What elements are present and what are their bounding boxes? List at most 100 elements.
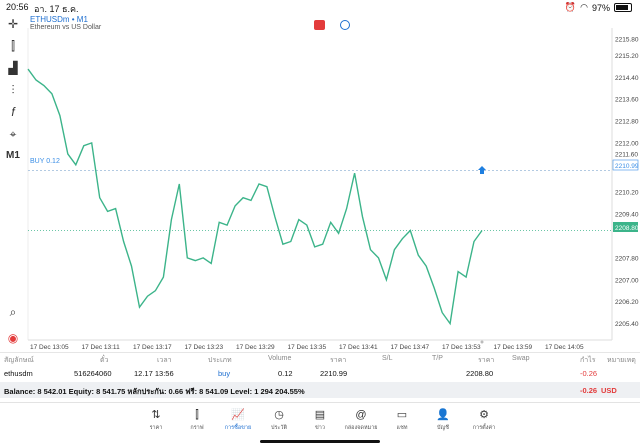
scroll-dot [480,340,484,344]
nav-trade[interactable]: 📈 การซื้อขาย [218,408,258,432]
price-tick-label: 2209.40 [615,212,639,219]
bid-price-tag-text: 2208.80 [615,225,639,232]
chat-icon: ▭ [396,409,408,421]
nav-chart[interactable]: ⫿ กราฟ [177,408,217,432]
account-icon: 👤 [436,409,450,421]
time-tick-label: 17 Dec 13:59 [494,344,533,351]
nav-account-label: บัญชี [437,425,449,431]
settings-icon: ⚙ [479,409,489,421]
time-tick-label: 17 Dec 13:41 [339,344,378,351]
nav-trade-label: การซื้อขาย [224,425,252,431]
function-icon[interactable]: f [11,105,15,119]
price-tick-label: 2212.00 [615,140,639,147]
price-tick-label: 2210.20 [615,190,639,197]
balance-summary: Balance: 8 542.01 Equity: 8 541.75 หลักป… [4,387,305,396]
nav-chat-label: แชท [396,425,408,431]
time-tick-label: 17 Dec 14:05 [545,344,584,351]
col-type: ประเภท [208,357,232,364]
indicators-icon[interactable]: ⫶ [11,83,15,97]
price-tick-label: 2214.40 [615,75,639,82]
price-tick-label: 2205.40 [615,321,639,328]
col-comment: หมายเหตุ [607,357,636,364]
price-tick-label: 2207.00 [615,277,639,284]
wifi-icon: ◠ [580,2,588,12]
price-tick-label: 2215.80 [615,36,639,43]
col-profit: กำไร [580,357,596,364]
price-tick-label: 2211.60 [615,151,638,158]
position-volume: 0.12 [278,369,293,378]
news-icon: ▤ [314,409,326,421]
col-tp: T/P [432,355,443,362]
crosshair-icon[interactable]: ✛ [7,17,19,31]
nav-news[interactable]: ▤ ข่าว [300,408,340,432]
timeframe-button[interactable]: M1 [6,150,20,161]
nav-chat[interactable]: ▭ แชท [382,408,422,432]
price-tick-label: 2213.60 [615,97,639,104]
buy-price-tag: 2210.99 [612,159,639,171]
col-sl: S/L [382,355,393,362]
nav-quotes-label: ราคา [149,425,163,431]
status-time: 20:56 [6,2,29,12]
candlestick-icon[interactable]: ⫿ [11,39,15,53]
position-current-price: 2208.80 [466,369,494,378]
status-bar: 20:56 อา. 17 ธ.ค. ⏰ ◠ 97% [0,0,640,14]
home-indicator [260,440,380,443]
nav-chart-label: กราฟ [190,425,204,431]
price-series-line [27,68,483,326]
buy-arrow-icon [478,166,486,174]
col-swap: Swap [512,355,530,362]
nav-mail[interactable]: @ กล่องจดหมาย [341,408,381,432]
col-ticket: ตั๋ว [100,357,109,364]
chart-icon: ⫿ [195,409,199,421]
time-tick-label: 17 Dec 13:17 [133,344,172,351]
col-volume: Volume [268,355,292,362]
status-right: ⏰ ◠ 97% [565,2,632,13]
price-chart[interactable]: 2215.80 2215.20 2214.40 2213.60 2212.80 2212.… [0,0,640,352]
price-axis: 2215.80 2215.20 2214.40 2213.60 2212.80 2212.… [615,36,639,328]
time-tick-label: 17 Dec 13:53 [442,344,481,351]
trade-icon: 📈 [231,409,245,421]
sell-button[interactable] [314,20,325,30]
time-tick-label: 17 Dec 13:35 [288,344,327,351]
one-click-trade-icon[interactable] [340,20,350,30]
col-symbol: สัญลักษณ์ [4,357,34,364]
price-tick-label: 2206.20 [615,299,639,306]
mail-icon: @ [355,409,367,421]
quotes-icon: ⇅ [151,409,161,421]
nav-history[interactable]: ◷ ประวัติ [259,408,299,432]
col-time: เวลา [157,357,172,364]
bid-price-tag: 2208.80 [613,222,639,232]
time-tick-label: 17 Dec 13:23 [185,344,224,351]
balance-currency: USD [601,386,617,395]
time-tick-label: 17 Dec 13:05 [30,344,69,351]
col-open-price: ราคา [330,357,347,364]
bottom-navigation: ⇅ ราคา ⫿ กราฟ 📈 การซื้อขาย ◷ ประวัติ ▤ ข… [0,402,640,448]
trade-panel-icon[interactable]: ◉ [7,331,19,345]
position-symbol: ethusdm [4,369,33,378]
bar-chart-icon[interactable]: ▟ [8,61,18,75]
nav-settings[interactable]: ⚙ การตั้งค่า [464,408,504,432]
time-tick-label: 17 Dec 13:11 [82,344,121,351]
time-tick-label: 17 Dec 13:47 [391,344,430,351]
balance-bar: Balance: 8 542.01 Equity: 8 541.75 หลักป… [0,382,640,398]
objects-icon[interactable]: ⌖ [9,127,17,141]
time-axis: 17 Dec 13:05 17 Dec 13:11 17 Dec 13:17 17 D… [30,344,584,351]
battery-percent: 97% [591,2,610,13]
col-current-price: ราคา [478,357,495,364]
alarm-icon: ⏰ [564,2,577,12]
nav-account[interactable]: 👤 บัญชี [423,408,463,432]
price-tick-label: 2212.80 [615,119,639,126]
status-date: อา. 17 ธ.ค. [34,4,79,14]
position-row[interactable]: ethusdm 516264060 12.17 13:56 buy 0.12 2… [0,366,640,380]
balance-total-profit: -0.26 [580,386,598,395]
zoom-icon[interactable]: ⌕ [9,305,17,319]
nav-mail-label: กล่องจดหมาย [344,425,378,431]
position-ticket: 516264060 [74,369,112,378]
chart-toolbar: ✛ ⫿ ▟ ⫶ f ⌖ M1 ⌕ ◉ [0,14,26,349]
chart-symbol[interactable]: ETHUSDm • M1 [30,15,88,24]
positions-header: สัญลักษณ์ ตั๋ว เวลา ประเภท Volume ราคา S… [0,352,640,365]
nav-quotes[interactable]: ⇅ ราคา [136,408,176,432]
price-tick-label: 2215.20 [615,53,639,60]
price-tick-label: 2207.80 [615,255,639,262]
nav-news-label: ข่าว [315,425,325,431]
